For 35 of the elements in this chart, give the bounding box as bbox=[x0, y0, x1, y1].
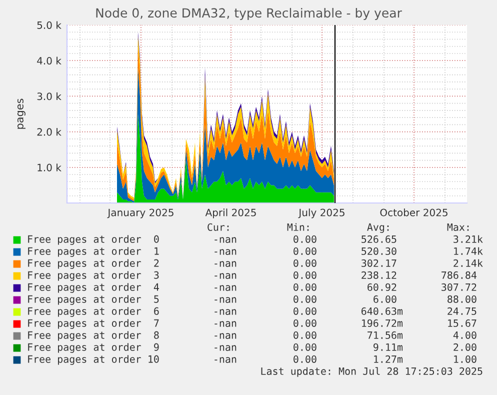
legend-label: Free pages at order 5 bbox=[28, 295, 159, 305]
legend-label: Free pages at order 4 bbox=[28, 283, 159, 293]
chart-title: Node 0, zone DMA32, type Reclaimable - by year bbox=[96, 8, 402, 20]
legend-label: Free pages at order 8 bbox=[28, 331, 159, 341]
x-tick-label: October 2025 bbox=[380, 208, 448, 216]
text: Cur: Min: Avg: Max: bbox=[208, 223, 469, 233]
x-tick-label: July 2025 bbox=[298, 208, 344, 218]
text: -nan 0.00 526.65 3.21k bbox=[214, 235, 483, 243]
y-tick-label: 1.0 k bbox=[38, 164, 62, 172]
x-tick-label: January 2025 bbox=[107, 208, 174, 218]
legend-label: Free pages at order 1 bbox=[28, 247, 159, 257]
text: -nan 0.00 71.56m 4.00 bbox=[214, 331, 476, 339]
text: Last update: Mon Jul 28 17:25:03 2025 bbox=[261, 367, 482, 377]
text: -nan 0.00 60.92 307.72 bbox=[214, 283, 476, 291]
text: -nan 0.00 1.27m 1.00 bbox=[214, 355, 476, 363]
legend-label: Free pages at order 7 bbox=[28, 319, 159, 329]
text: -nan 0.00 6.00 88.00 bbox=[214, 295, 476, 303]
legend-label: Free pages at order 10 bbox=[28, 355, 159, 365]
text: -nan 0.00 196.72m 15.67 bbox=[214, 319, 476, 327]
text: -nan 0.00 302.17 2.14k bbox=[214, 259, 483, 267]
legend-label: Free pages at order 0 bbox=[28, 235, 159, 245]
y-tick-label: 5.0 k bbox=[37, 21, 62, 29]
legend-label: Free pages at order 2 bbox=[28, 259, 159, 269]
legend-label: Free pages at order 9 bbox=[28, 343, 159, 353]
text: -nan 0.00 9.11m 2.00 bbox=[214, 343, 476, 351]
text: -nan 0.00 520.30 1.74k bbox=[214, 247, 483, 255]
text: -nan 0.00 238.12 786.84 bbox=[214, 271, 477, 279]
text: -nan 0.00 640.63m 24.75 bbox=[214, 307, 476, 315]
x-tick-label: April 2025 bbox=[205, 208, 256, 218]
y-tick-label: 3.0 k bbox=[37, 92, 62, 100]
y-tick-label: 2.0 k bbox=[37, 128, 62, 136]
y-tick-label: 4.0 k bbox=[37, 56, 62, 65]
legend-label: Free pages at order 3 bbox=[28, 271, 159, 281]
legend-label: Free pages at order 6 bbox=[28, 307, 159, 317]
y-axis-title: pages bbox=[17, 98, 26, 129]
